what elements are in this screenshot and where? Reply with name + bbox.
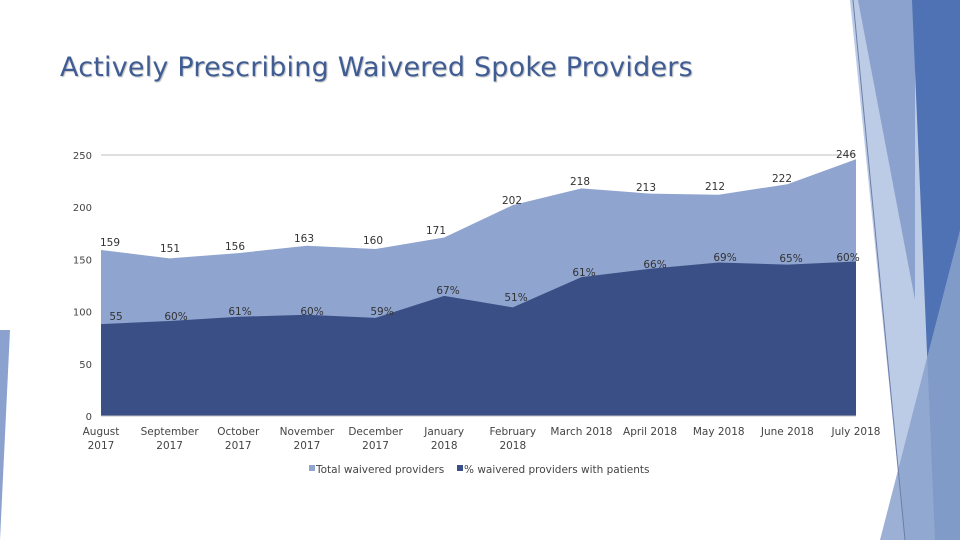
y-tick-label: 200 — [73, 203, 92, 214]
legend-label-total: Total waivered providers — [315, 464, 444, 476]
legend-swatch-total — [309, 465, 315, 471]
x-tick-label: October 2017 — [217, 426, 260, 452]
x-tick-label: April 2018 — [623, 426, 677, 438]
percent-data-label: 60% — [300, 306, 323, 318]
total-data-label: 163 — [294, 233, 314, 245]
percent-data-label: 55 — [109, 311, 122, 323]
percent-data-label: 67% — [436, 285, 459, 297]
x-tick-label: January 2018 — [423, 426, 464, 452]
deco-line — [852, 0, 906, 540]
y-tick-label: 0 — [86, 412, 92, 423]
percent-data-label: 65% — [779, 253, 802, 265]
percent-data-label: 60% — [164, 311, 187, 323]
percent-data-label: 59% — [370, 306, 393, 318]
chart-areas — [101, 159, 856, 416]
chart-legend: Total waivered providers % waivered provi… — [309, 464, 649, 476]
x-tick-label: June 2018 — [760, 426, 814, 438]
total-data-label: 218 — [570, 176, 590, 188]
deco-triangle-mid — [858, 0, 915, 300]
deco-triangle-bottom — [880, 230, 960, 540]
area-series-2 — [101, 261, 856, 416]
total-data-label: 151 — [160, 243, 180, 255]
total-data-label: 213 — [636, 182, 656, 194]
x-tick-label: September 2017 — [141, 426, 200, 452]
slide-title: Actively Prescribing Waivered Spoke Prov… — [60, 52, 693, 83]
percent-data-label: 61% — [228, 306, 251, 318]
deco-triangle-left — [0, 330, 10, 540]
total-data-label: 171 — [426, 225, 446, 237]
x-tick-label: July 2018 — [831, 426, 881, 438]
x-tick-label: November 2017 — [280, 426, 335, 452]
total-data-label: 159 — [100, 237, 120, 249]
x-tick-label: March 2018 — [550, 426, 612, 438]
total-data-label: 212 — [705, 181, 725, 193]
data-labels: 159 151 156 163 160 171 202 218 213 212 222 246 55 60… — [100, 149, 860, 323]
x-tick-label: May 2018 — [693, 426, 745, 438]
percent-data-label: 61% — [572, 267, 595, 279]
total-data-label: 160 — [363, 235, 383, 247]
total-data-label: 222 — [772, 173, 792, 185]
percent-data-label: 51% — [504, 292, 527, 304]
percent-data-label: 66% — [643, 259, 666, 271]
total-data-label: 156 — [225, 241, 245, 253]
x-tick-label: December 2017 — [348, 426, 403, 452]
chart-axis: 0 50 100 150 200 250 August 2017 September 2017 Oc… — [73, 151, 881, 452]
y-tick-label: 50 — [79, 360, 92, 371]
percent-data-label: 69% — [713, 252, 736, 264]
legend-label-percent: % waivered providers with patients — [464, 464, 649, 476]
y-tick-label: 250 — [73, 151, 92, 162]
total-data-label: 202 — [502, 195, 522, 207]
percent-data-label: 60% — [836, 252, 859, 264]
x-tick-label: February 2018 — [490, 426, 537, 452]
x-tick-label: August 2017 — [83, 426, 120, 452]
y-tick-label: 150 — [73, 255, 92, 266]
y-tick-label: 100 — [73, 308, 92, 319]
legend-swatch-percent — [457, 465, 463, 471]
total-data-label: 246 — [836, 149, 856, 161]
